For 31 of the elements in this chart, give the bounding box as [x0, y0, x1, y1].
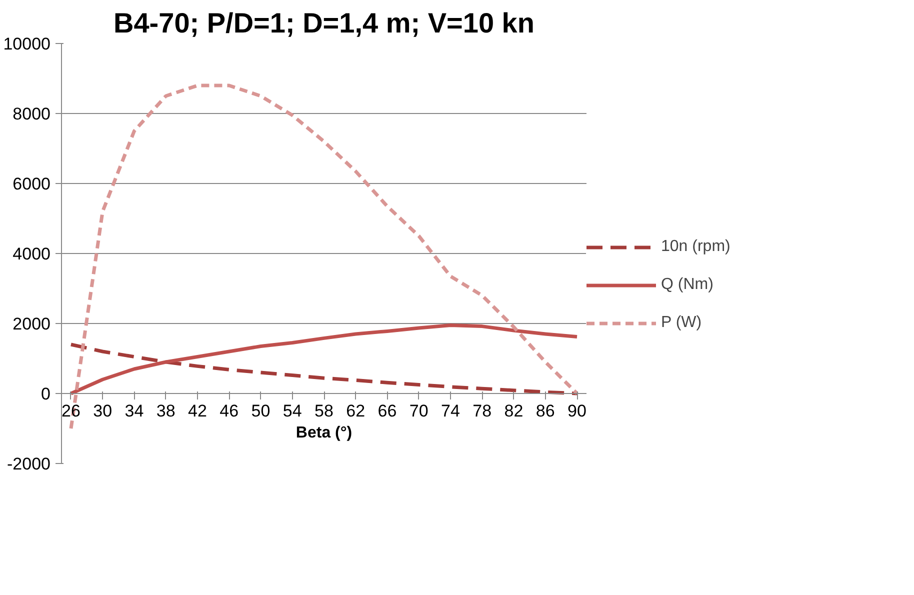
x-tick-label: 38: [156, 402, 176, 420]
legend-label: 10n (rpm): [661, 238, 730, 256]
x-tick-label: 26: [62, 402, 80, 420]
line-series: [69, 342, 579, 396]
legend-label: P (W): [661, 314, 702, 332]
y-tick-label: 4000: [12, 244, 51, 264]
y-tick-label: 8000: [12, 104, 51, 124]
y-tick-label: 6000: [12, 174, 51, 194]
x-tick-label: 42: [188, 402, 207, 420]
y-tick-label: -2000: [7, 454, 51, 474]
x-tick-label: 46: [220, 402, 239, 420]
x-tick-label: 90: [568, 402, 586, 420]
x-tick-label: 58: [314, 402, 334, 420]
y-tick-label: 0: [41, 384, 51, 404]
x-tick-label: 82: [504, 402, 524, 420]
y-tick-label: 10000: [3, 34, 51, 54]
chart-title: B4-70; P/D=1; D=1,4 m; V=10 kn: [114, 8, 534, 38]
x-tick-label: 74: [441, 402, 460, 420]
y-tick-label: 2000: [12, 314, 51, 334]
x-tick-label: 34: [124, 402, 144, 420]
x-tick-label: 78: [472, 402, 492, 420]
x-tick-label: 86: [536, 402, 555, 420]
x-tick-label: 54: [282, 402, 302, 420]
x-tick-label: 30: [93, 402, 112, 420]
x-axis-title: Beta (°): [296, 424, 352, 442]
line-series: [69, 324, 579, 396]
x-tick-label: 66: [378, 402, 397, 420]
x-tick-label: 62: [346, 402, 366, 420]
x-tick-label: 50: [251, 402, 270, 420]
x-tick-label: 70: [409, 402, 428, 420]
legend-label: Q (Nm): [661, 276, 714, 294]
